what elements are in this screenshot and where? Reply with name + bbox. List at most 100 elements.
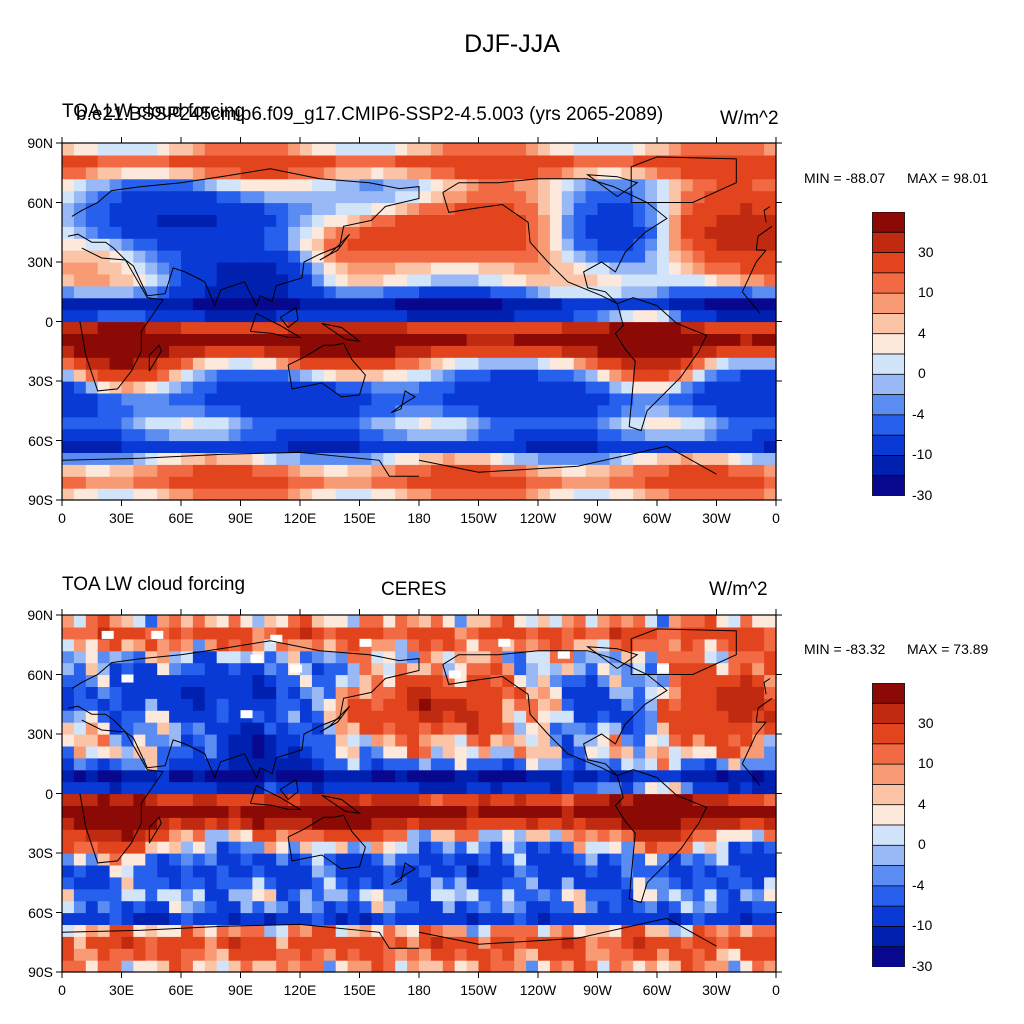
field-cell (204, 333, 218, 346)
field-cell (502, 805, 515, 818)
field-cell (359, 615, 372, 628)
field-cell (311, 757, 325, 771)
field-cell (145, 662, 158, 676)
field-cell (216, 488, 230, 501)
field-cell (73, 793, 87, 806)
field-cell (121, 829, 134, 842)
field-cell (419, 297, 432, 311)
field-cell (430, 452, 444, 465)
field-cell (716, 841, 729, 854)
field-cell (204, 698, 218, 711)
field-cell (597, 698, 610, 711)
colorbar-swatch (872, 373, 905, 396)
field-cell (216, 416, 230, 430)
field-cell (478, 829, 491, 842)
field-cell (276, 238, 289, 251)
missing-data-patch (359, 638, 372, 647)
field-cell (442, 357, 456, 370)
field-cell (430, 190, 444, 204)
field-cell (62, 936, 75, 949)
field-cell (204, 392, 218, 406)
field-cell (478, 488, 491, 501)
field-cell (407, 698, 420, 711)
field-cell (252, 202, 265, 215)
field-cell (347, 428, 361, 442)
colorbar-swatch (872, 252, 905, 274)
field-cell (466, 936, 480, 949)
field-cell (62, 262, 75, 275)
field-cell (490, 214, 503, 227)
field-cell (597, 888, 610, 902)
field-cell (288, 250, 301, 263)
field-cell (597, 166, 610, 180)
field-cell (514, 948, 527, 961)
field-cell (633, 745, 646, 759)
field-cell (430, 297, 444, 311)
field-cell (335, 262, 349, 275)
field-cell (371, 686, 384, 699)
field-cell (633, 202, 646, 215)
field-cell (538, 143, 551, 156)
field-cell (133, 143, 146, 156)
field-cell (621, 936, 634, 949)
field-cell (514, 817, 527, 830)
field-cell (609, 829, 622, 842)
field-cell (454, 841, 468, 854)
field-cell (573, 769, 587, 783)
field-cell (538, 452, 551, 465)
field-cell (573, 143, 587, 156)
field-cell (514, 285, 527, 299)
field-cell (621, 841, 634, 854)
field-cell (716, 190, 729, 204)
coastline (61, 917, 717, 949)
field-cell (311, 178, 325, 192)
lat-tick-label: 90S (28, 492, 53, 508)
field-cell (383, 948, 396, 961)
field-cell (561, 369, 575, 382)
field-cell (514, 864, 527, 878)
field-cell (311, 936, 325, 949)
field-cell (561, 428, 575, 442)
field-cell (97, 912, 111, 925)
field-cell (430, 745, 444, 759)
field-cell (633, 154, 646, 168)
field-cell (62, 841, 75, 854)
field-cell (680, 238, 694, 251)
field-cell (169, 757, 182, 771)
field-cell (585, 900, 599, 914)
field-cell (145, 924, 158, 937)
field-cell (300, 464, 313, 477)
field-cell (240, 273, 253, 287)
field-cell (585, 805, 599, 818)
field-cell (300, 615, 313, 628)
field-cell (73, 722, 87, 735)
field-cell (430, 805, 444, 818)
field-cell (181, 841, 194, 854)
field-cell (419, 273, 432, 287)
field-cell (680, 452, 694, 465)
field-cell (585, 190, 599, 204)
field-cell (192, 888, 206, 902)
field-cell (395, 262, 408, 275)
field-cell (323, 214, 337, 227)
field-cell (526, 864, 539, 878)
field-cell (85, 745, 99, 759)
field-cell (192, 345, 206, 358)
field-cell (466, 214, 480, 227)
field-cell (573, 710, 587, 723)
field-cell (645, 202, 658, 215)
field-cell (157, 297, 170, 311)
field-cell (490, 273, 503, 287)
field-cell (157, 369, 170, 382)
field-cell (538, 202, 551, 215)
field-cell (228, 686, 242, 699)
field-cell (288, 416, 301, 430)
field-cell (347, 238, 361, 251)
field-cell (442, 273, 456, 287)
lon-tick-label: 0 (58, 982, 66, 998)
field-cell (216, 745, 230, 759)
field-cell (62, 912, 75, 925)
field-cell (252, 166, 265, 180)
field-cell (85, 793, 99, 806)
field-cell (157, 416, 170, 430)
